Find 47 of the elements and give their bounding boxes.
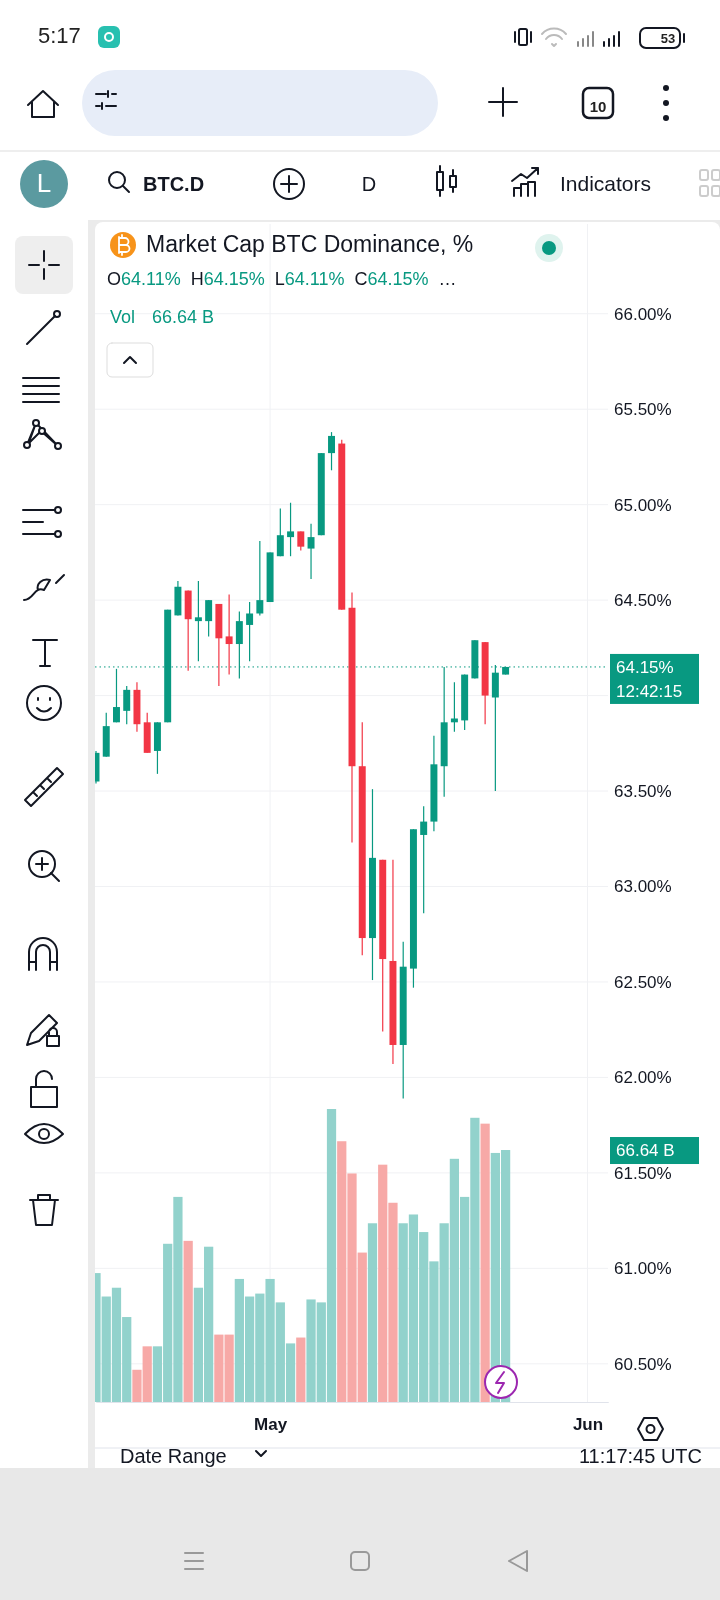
text: L bbox=[36, 168, 52, 198]
bar bbox=[480, 1123, 490, 1402]
y-tick-label: 65.50% bbox=[614, 400, 672, 420]
candlestick bbox=[256, 540, 264, 616]
text: 12:42:15 bbox=[616, 681, 683, 701]
y-tick-label: 61.50% bbox=[614, 1163, 672, 1183]
text: 66.64 B bbox=[152, 307, 215, 327]
candlestick bbox=[123, 685, 131, 725]
text: D bbox=[361, 173, 377, 195]
candlestick bbox=[225, 593, 233, 676]
candlestick bbox=[246, 601, 254, 662]
text: 66.64 B bbox=[616, 1141, 675, 1161]
y-tick-label: 62.50% bbox=[614, 972, 672, 992]
bar bbox=[183, 1240, 193, 1402]
candlestick bbox=[113, 668, 120, 723]
candlestick bbox=[194, 580, 202, 662]
candlestick bbox=[450, 681, 458, 733]
candlestick bbox=[287, 502, 295, 557]
y-tick-label: 63.50% bbox=[614, 781, 672, 801]
bar bbox=[296, 1337, 306, 1402]
text: Indicators bbox=[560, 172, 652, 195]
text: Vol bbox=[110, 307, 136, 327]
candlestick bbox=[297, 530, 305, 552]
candlestick bbox=[276, 507, 284, 557]
candlestick bbox=[307, 523, 315, 580]
ref-line-label: 64.15% bbox=[616, 657, 674, 677]
text: 5:17 bbox=[38, 23, 81, 48]
y-tick-label: 63.00% bbox=[614, 877, 672, 897]
candlestick bbox=[328, 431, 335, 471]
y-tick-label: 66.00% bbox=[614, 304, 672, 324]
text: 11:17:45 UTC bbox=[578, 1445, 702, 1467]
y-tick-label: 62.00% bbox=[614, 1068, 672, 1088]
y-tick-label: 60.50% bbox=[614, 1354, 672, 1374]
y-tick-label: 61.00% bbox=[614, 1259, 672, 1279]
text: 53 bbox=[660, 31, 676, 46]
text: Date Range bbox=[120, 1445, 227, 1467]
y-tick-label: 65.00% bbox=[614, 495, 672, 515]
candlestick bbox=[205, 599, 213, 637]
chart-title: Market Cap BTC Dominance, % bbox=[146, 231, 474, 257]
x-tick-label: May bbox=[254, 1415, 288, 1435]
text: 10 bbox=[589, 98, 607, 115]
text: O64.11% H64.15% L64.11% C64.15% … bbox=[107, 269, 457, 289]
text: BTC.D bbox=[143, 173, 205, 195]
candlestick bbox=[420, 805, 428, 914]
y-tick-label: 64.50% bbox=[614, 591, 672, 611]
x-tick-label: Jun bbox=[572, 1415, 604, 1435]
bar bbox=[367, 1223, 378, 1402]
